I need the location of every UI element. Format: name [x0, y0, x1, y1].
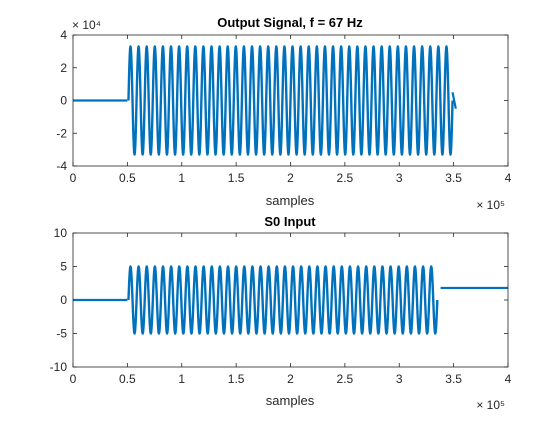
output-signal-line-tail [451, 92, 457, 109]
output-signal-ticks: 0 0.5 1 1.5 2 2.5 3 3.5 4 4 2 0 -2 -4 [56, 28, 511, 185]
output-signal-ytick-label: -2 [56, 126, 67, 140]
output-signal-xtick-label: 0 [70, 171, 77, 185]
output-signal-xtick-label: 3.5 [445, 171, 462, 185]
output-signal-ytick-label: 4 [60, 28, 67, 42]
s0-input-axes-box [72, 232, 509, 368]
output-signal-xtick-label: 1 [178, 171, 185, 185]
s0-input-ytick-label: -10 [50, 360, 68, 374]
s0-input-xtick-label: 1 [178, 372, 185, 386]
output-signal-line-oscillation [127, 45, 454, 156]
s0-input-ticks: 0 0.5 1 1.5 2 2.5 3 3.5 4 10 5 0 -5 -10 [50, 226, 512, 386]
output-signal-series [73, 45, 457, 156]
output-signal-axes: Output Signal, f = 67 Hz samples × 10⁴ ×… [56, 15, 511, 212]
s0-input-xtick-label: 1.5 [228, 372, 245, 386]
s0-input-ytick-label: -5 [56, 327, 67, 341]
s0-input-xlabel: samples [266, 393, 315, 408]
s0-input-ytick-label: 0 [60, 293, 67, 307]
output-signal-xtick-label: 4 [505, 171, 512, 185]
output-signal-ytick-label: 2 [60, 61, 67, 75]
s0-input-title: S0 Input [264, 214, 316, 229]
s0-input-x-exponent: × 10⁵ [476, 398, 505, 412]
output-signal-xtick-label: 2 [287, 171, 294, 185]
output-signal-y-exponent: × 10⁴ [72, 18, 101, 32]
output-signal-xtick-label: 3 [396, 171, 403, 185]
output-signal-xtick-label: 2.5 [337, 171, 354, 185]
s0-input-xtick-label: 2 [287, 372, 294, 386]
output-signal-title: Output Signal, f = 67 Hz [217, 15, 363, 30]
s0-input-xtick-label: 0 [70, 372, 77, 386]
s0-input-series [73, 265, 508, 335]
s0-input-xtick-label: 2.5 [337, 372, 354, 386]
s0-input-xtick-label: 3.5 [445, 372, 462, 386]
s0-input-axes: S0 Input samples × 10⁵ 0 0.5 1 1.5 2 2.5 3 3.5 4… [50, 214, 512, 412]
s0-input-xtick-label: 3 [396, 372, 403, 386]
s0-input-xtick-label: 0.5 [119, 372, 136, 386]
output-signal-ytick-label: 0 [60, 94, 67, 108]
output-signal-xtick-label: 0.5 [119, 171, 136, 185]
s0-input-ytick-label: 10 [54, 226, 68, 240]
output-signal-ytick-label: -4 [56, 159, 67, 173]
s0-input-ytick-label: 5 [60, 260, 67, 274]
output-signal-xlabel: samples [266, 193, 315, 208]
output-signal-axes-box [72, 34, 509, 167]
output-signal-x-exponent: × 10⁵ [476, 198, 505, 212]
s0-input-line-oscillation [127, 265, 439, 335]
output-signal-xtick-label: 1.5 [228, 171, 245, 185]
s0-input-xtick-label: 4 [505, 372, 512, 386]
